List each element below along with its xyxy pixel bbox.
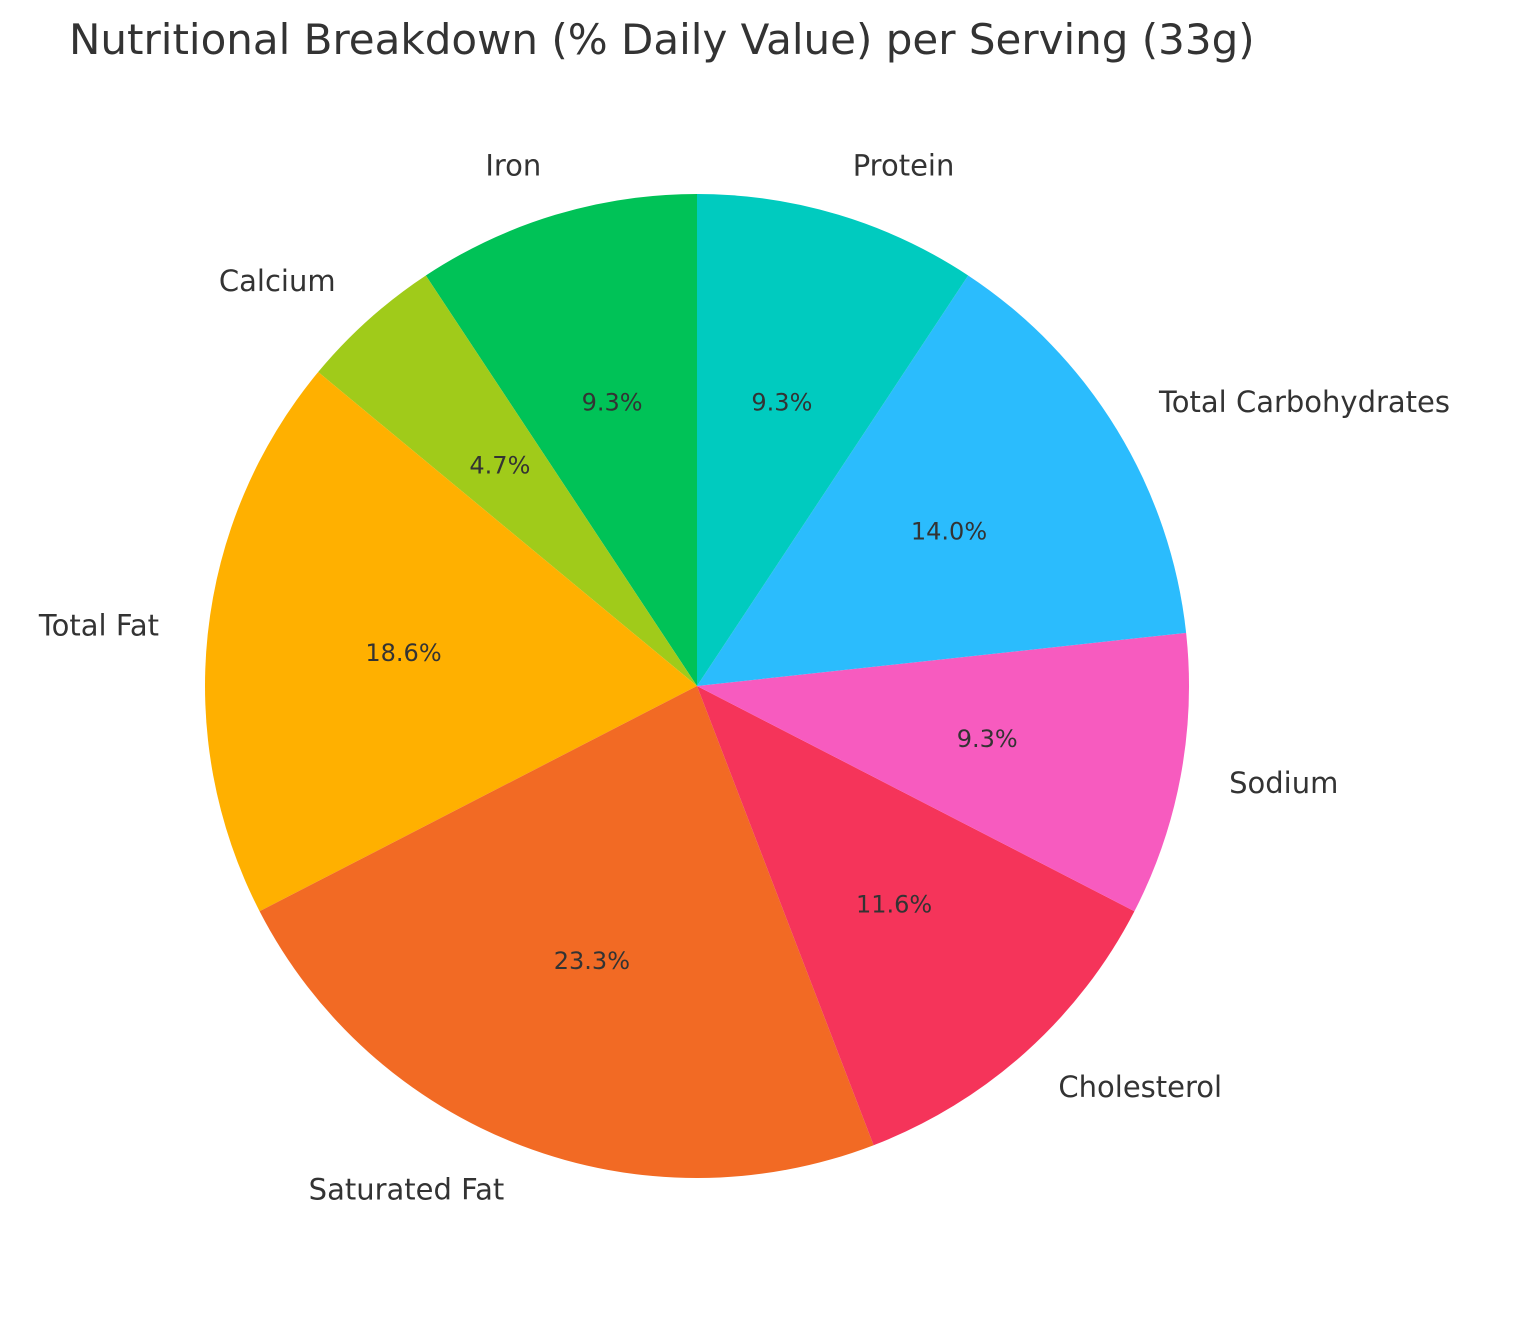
pie-slice-cholesterol	[697, 686, 1135, 1146]
pie-slice-total-fat	[204, 372, 698, 912]
slice-label-iron: Iron	[485, 149, 541, 183]
pct-label-calcium: 4.7%	[469, 451, 530, 479]
pct-label-iron: 9.3%	[582, 388, 643, 416]
pct-label-saturated-fat: 23.3%	[554, 947, 630, 975]
slice-label-total-fat: Total Fat	[38, 609, 159, 643]
pct-label-total-carbohydrates: 14.0%	[911, 517, 987, 545]
slice-label-total-carbohydrates: Total Carbohydrates	[1158, 385, 1450, 419]
pie-slice-saturated-fat	[259, 686, 874, 1178]
pct-label-cholesterol: 11.6%	[856, 891, 932, 919]
pct-label-sodium: 9.3%	[957, 725, 1018, 753]
slice-label-cholesterol: Cholesterol	[1058, 1070, 1222, 1104]
slice-label-calcium: Calcium	[219, 264, 336, 298]
pie-slice-sodium	[697, 632, 1190, 912]
pie-labels: Iron 9.3% Calcium 4.7% Total Fat 18.6% Saturat…	[38, 149, 1450, 1207]
pie-slices	[204, 194, 1190, 1178]
pie-slice-protein	[697, 194, 969, 686]
slice-label-sodium: Sodium	[1229, 766, 1338, 800]
chart-title: Nutritional Breakdown (% Daily Value) pe…	[69, 15, 1255, 64]
pie-slice-total-carbohydrates	[697, 275, 1187, 686]
pct-label-protein: 9.3%	[751, 388, 812, 416]
pie-slice-calcium	[318, 275, 697, 686]
pie-slice-iron	[425, 194, 697, 686]
pct-label-total-fat: 18.6%	[365, 639, 441, 667]
slice-label-saturated-fat: Saturated Fat	[309, 1173, 505, 1207]
slice-label-protein: Protein	[853, 149, 955, 183]
